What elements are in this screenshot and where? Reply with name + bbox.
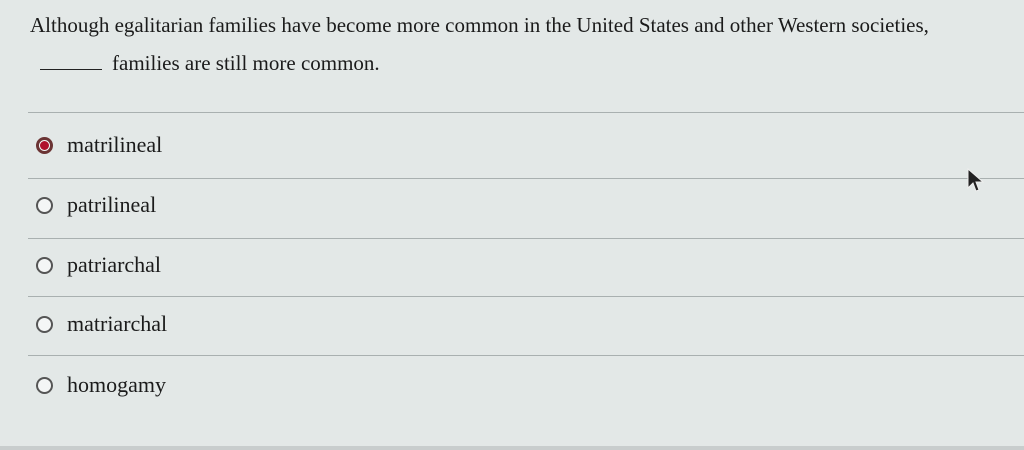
question-text-before: Although egalitarian families have becom… [30,13,929,37]
divider [28,238,1024,239]
question-text: Although egalitarian families have becom… [30,6,990,82]
divider [28,112,1024,113]
option-homogamy[interactable]: homogamy [36,372,166,398]
radio-icon[interactable] [36,315,53,333]
divider [28,355,1024,356]
option-label: matrilineal [67,132,163,157]
option-patrilineal[interactable]: patrilineal [36,192,156,218]
mouse-cursor-icon [967,168,984,192]
answer-blank [40,51,102,70]
divider [28,296,1024,297]
radio-icon[interactable] [36,196,53,214]
option-matrilineal[interactable]: matrilineal [36,132,162,158]
divider [28,178,1024,179]
option-label: homogamy [67,372,166,397]
option-patriarchal[interactable]: patriarchal [36,252,161,278]
radio-icon[interactable] [36,256,53,274]
question-text-after: families are still more common. [112,51,380,75]
radio-selected-icon[interactable] [36,136,53,154]
option-label: matriarchal [67,311,168,336]
bottom-edge [0,446,1024,450]
option-label: patriarchal [67,252,162,277]
option-matriarchal[interactable]: matriarchal [36,311,167,337]
option-label: patrilineal [67,192,157,217]
radio-icon[interactable] [36,376,53,394]
